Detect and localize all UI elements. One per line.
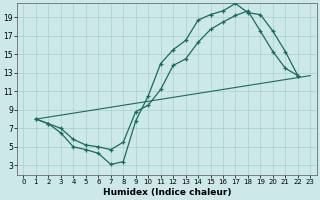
X-axis label: Humidex (Indice chaleur): Humidex (Indice chaleur) <box>103 188 231 197</box>
